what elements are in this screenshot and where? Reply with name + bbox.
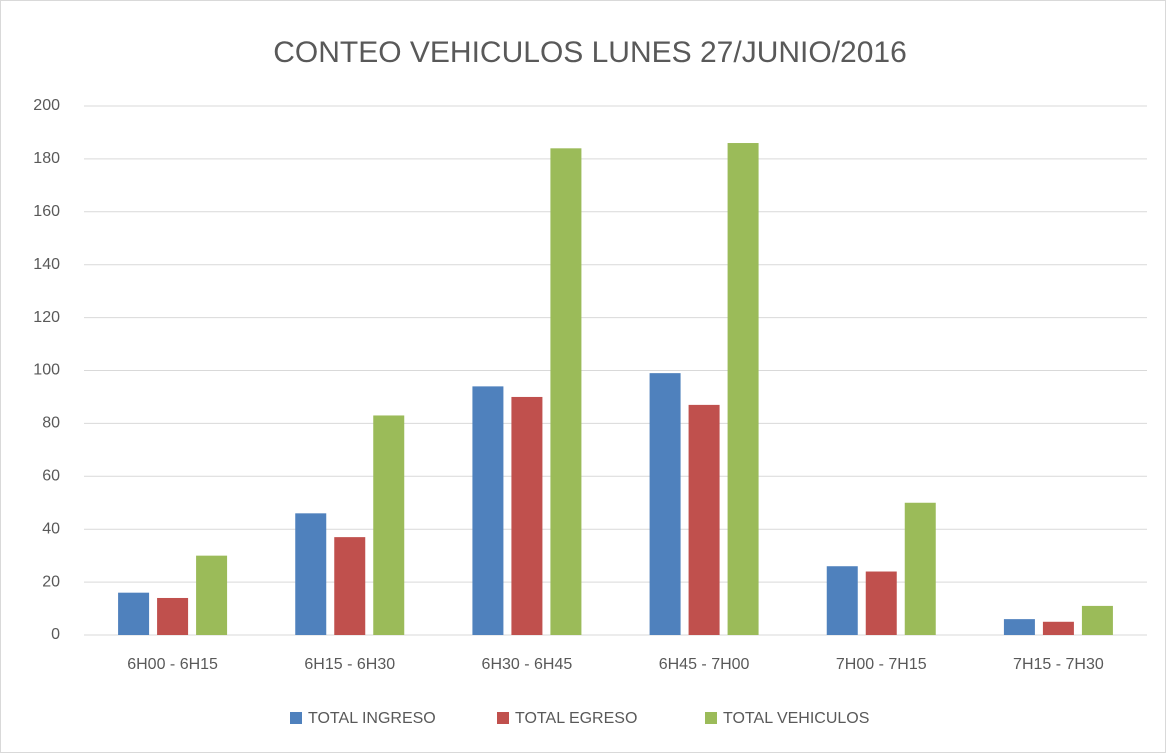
bar bbox=[511, 396, 543, 635]
bar bbox=[373, 415, 405, 635]
x-tick-label: 6H45 - 7H00 bbox=[659, 656, 750, 673]
legend-swatch bbox=[705, 712, 717, 724]
bar bbox=[1081, 605, 1113, 635]
bar bbox=[295, 513, 327, 635]
bar bbox=[157, 597, 189, 635]
y-tick-label: 80 bbox=[42, 415, 60, 432]
bar bbox=[472, 386, 504, 635]
bar bbox=[196, 555, 228, 635]
legend-label: TOTAL INGRESO bbox=[308, 710, 436, 727]
y-tick-label: 0 bbox=[51, 626, 60, 643]
x-tick-label: 6H00 - 6H15 bbox=[127, 656, 218, 673]
y-tick-label: 40 bbox=[42, 520, 60, 537]
y-tick-label: 140 bbox=[33, 256, 60, 273]
y-tick-label: 180 bbox=[33, 150, 60, 167]
bar bbox=[688, 404, 720, 635]
chart-title: CONTEO VEHICULOS LUNES 27/JUNIO/2016 bbox=[273, 36, 907, 69]
x-tick-label: 6H15 - 6H30 bbox=[304, 656, 395, 673]
y-tick-label: 20 bbox=[42, 573, 60, 590]
y-tick-label: 120 bbox=[33, 309, 60, 326]
bar bbox=[118, 592, 150, 635]
y-tick-label: 200 bbox=[33, 97, 60, 114]
y-tick-label: 160 bbox=[33, 203, 60, 220]
bar bbox=[865, 571, 897, 635]
bar bbox=[1003, 619, 1035, 635]
x-tick-label: 6H30 - 6H45 bbox=[482, 656, 573, 673]
bar bbox=[727, 143, 759, 635]
x-tick-label: 7H00 - 7H15 bbox=[836, 656, 927, 673]
y-tick-label: 60 bbox=[42, 468, 60, 485]
bar bbox=[1042, 621, 1074, 635]
x-tick-label: 7H15 - 7H30 bbox=[1013, 656, 1104, 673]
y-tick-label: 100 bbox=[33, 362, 60, 379]
legend-label: TOTAL VEHICULOS bbox=[723, 710, 869, 727]
bar bbox=[649, 373, 681, 635]
bar bbox=[550, 148, 582, 635]
legend-swatch bbox=[497, 712, 509, 724]
legend-label: TOTAL EGRESO bbox=[515, 710, 637, 727]
bar bbox=[904, 502, 936, 635]
bar bbox=[334, 537, 366, 635]
legend-swatch bbox=[290, 712, 302, 724]
bar bbox=[826, 566, 858, 635]
